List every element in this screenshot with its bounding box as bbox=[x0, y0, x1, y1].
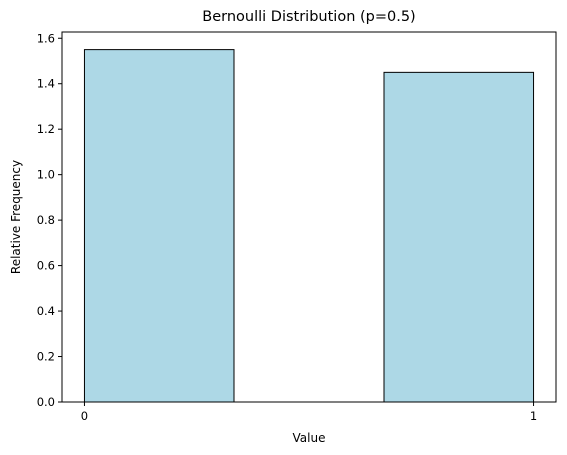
y-tick-label: 1.0 bbox=[37, 168, 55, 182]
chart-title: Bernoulli Distribution (p=0.5) bbox=[202, 9, 415, 25]
y-tick-label: 0.0 bbox=[37, 395, 55, 409]
y-tick-label: 1.4 bbox=[37, 77, 55, 91]
y-axis-ticks: 0.0 0.2 0.4 0.6 0.8 1.0 1.2 1.4 1.6 bbox=[37, 31, 62, 409]
x-tick-label: 1 bbox=[530, 409, 537, 423]
y-tick-label: 0.4 bbox=[37, 304, 55, 318]
y-tick-label: 1.2 bbox=[37, 122, 55, 136]
y-axis-label: Relative Frequency bbox=[9, 160, 23, 274]
y-tick-label: 0.8 bbox=[37, 213, 55, 227]
bars-layer bbox=[83, 49, 535, 403]
y-tick-label: 0.6 bbox=[37, 259, 55, 273]
y-tick-label: 1.6 bbox=[37, 31, 55, 45]
histogram-bar-0 bbox=[83, 49, 235, 403]
x-tick-label: 0 bbox=[81, 409, 88, 423]
x-axis-label: Value bbox=[293, 431, 326, 445]
plot-frame bbox=[61, 31, 557, 403]
y-tick-label: 0.2 bbox=[37, 350, 55, 364]
histogram-bar-1 bbox=[383, 71, 535, 403]
